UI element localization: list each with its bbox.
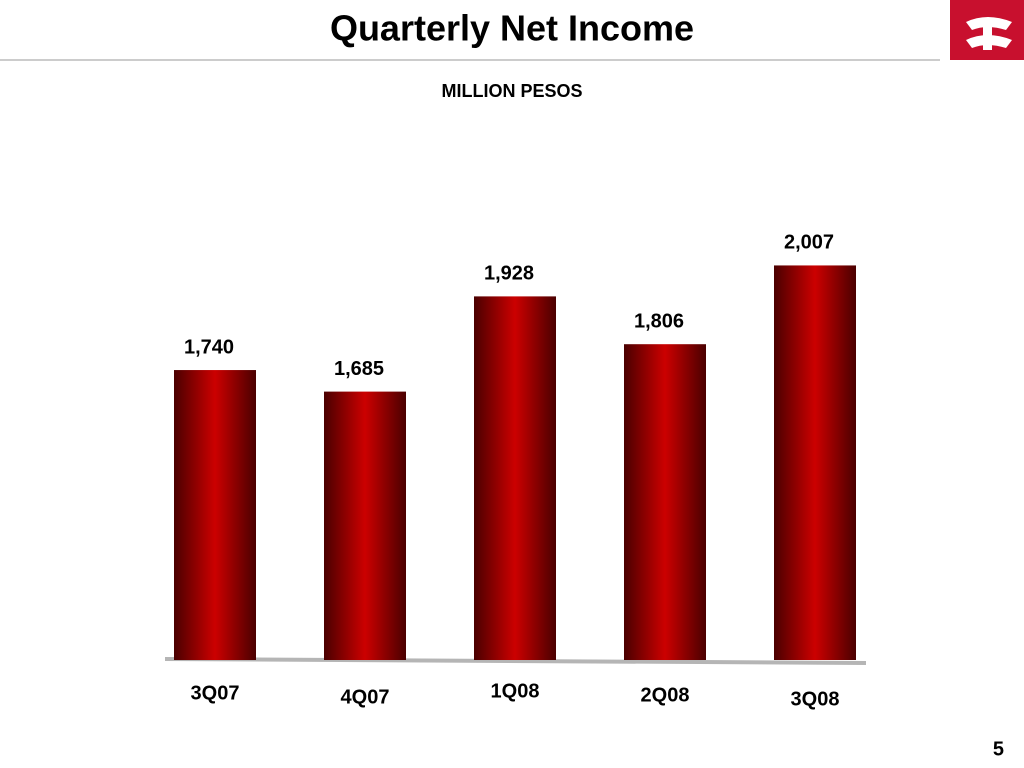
x-tick-label: 3Q08 (791, 688, 840, 710)
x-tick-label: 2Q08 (641, 684, 690, 706)
x-tick-label: 3Q07 (191, 682, 240, 704)
baseline (164, 657, 867, 665)
bar (324, 391, 406, 660)
value-label: 2,007 (784, 232, 834, 254)
page-number: 5 (993, 738, 1004, 760)
value-label: 1,685 (334, 358, 384, 380)
value-label: 1,928 (484, 263, 534, 285)
x-tick-label: 4Q07 (341, 686, 390, 708)
bar (624, 344, 706, 660)
bar (774, 265, 856, 660)
bar (174, 370, 256, 660)
x-tick-label: 1Q08 (491, 680, 540, 702)
chart-title: Quarterly Net Income (330, 8, 694, 49)
bar (474, 296, 556, 660)
value-label: 1,740 (184, 336, 234, 358)
value-label: 1,806 (634, 310, 684, 332)
logo (950, 0, 1024, 60)
chart-subtitle: MILLION PESOS (441, 81, 582, 101)
